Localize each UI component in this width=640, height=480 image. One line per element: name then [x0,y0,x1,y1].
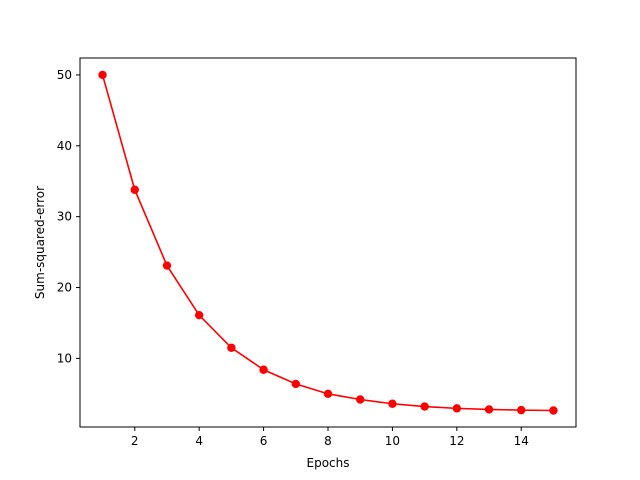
x-tick-label: 4 [195,434,203,448]
x-tick-label: 6 [260,434,268,448]
data-point [484,405,494,414]
y-axis-label: Sum-squared-error [33,186,47,299]
x-tick-label: 12 [449,434,464,448]
y-tick-label: 30 [57,210,72,224]
data-point [194,310,204,320]
y-tick-label: 50 [57,68,72,82]
data-point [549,406,558,415]
x-axis-label: Epochs [307,456,350,470]
x-axis: 2 4 6 8 10 12 14 [131,427,529,448]
data-point [420,402,429,411]
data-point [259,365,268,374]
x-tick-label: 2 [131,434,139,448]
data-point [130,185,139,194]
y-tick-label: 20 [57,281,72,295]
x-tick-label: 8 [324,434,332,448]
x-tick-label: 14 [514,434,529,448]
data-point [323,389,333,399]
data-point [98,70,107,80]
data-point [291,379,300,389]
data-point [388,399,397,408]
y-axis: 10 20 30 40 50 [57,68,80,365]
data-point [162,261,172,270]
series-layer [98,70,558,415]
data-point [452,404,462,413]
data-point [227,343,236,352]
y-tick-label: 10 [57,351,72,365]
y-tick-label: 40 [57,139,72,153]
data-point [517,405,526,415]
data-point [356,395,365,404]
x-tick-label: 10 [385,434,400,448]
